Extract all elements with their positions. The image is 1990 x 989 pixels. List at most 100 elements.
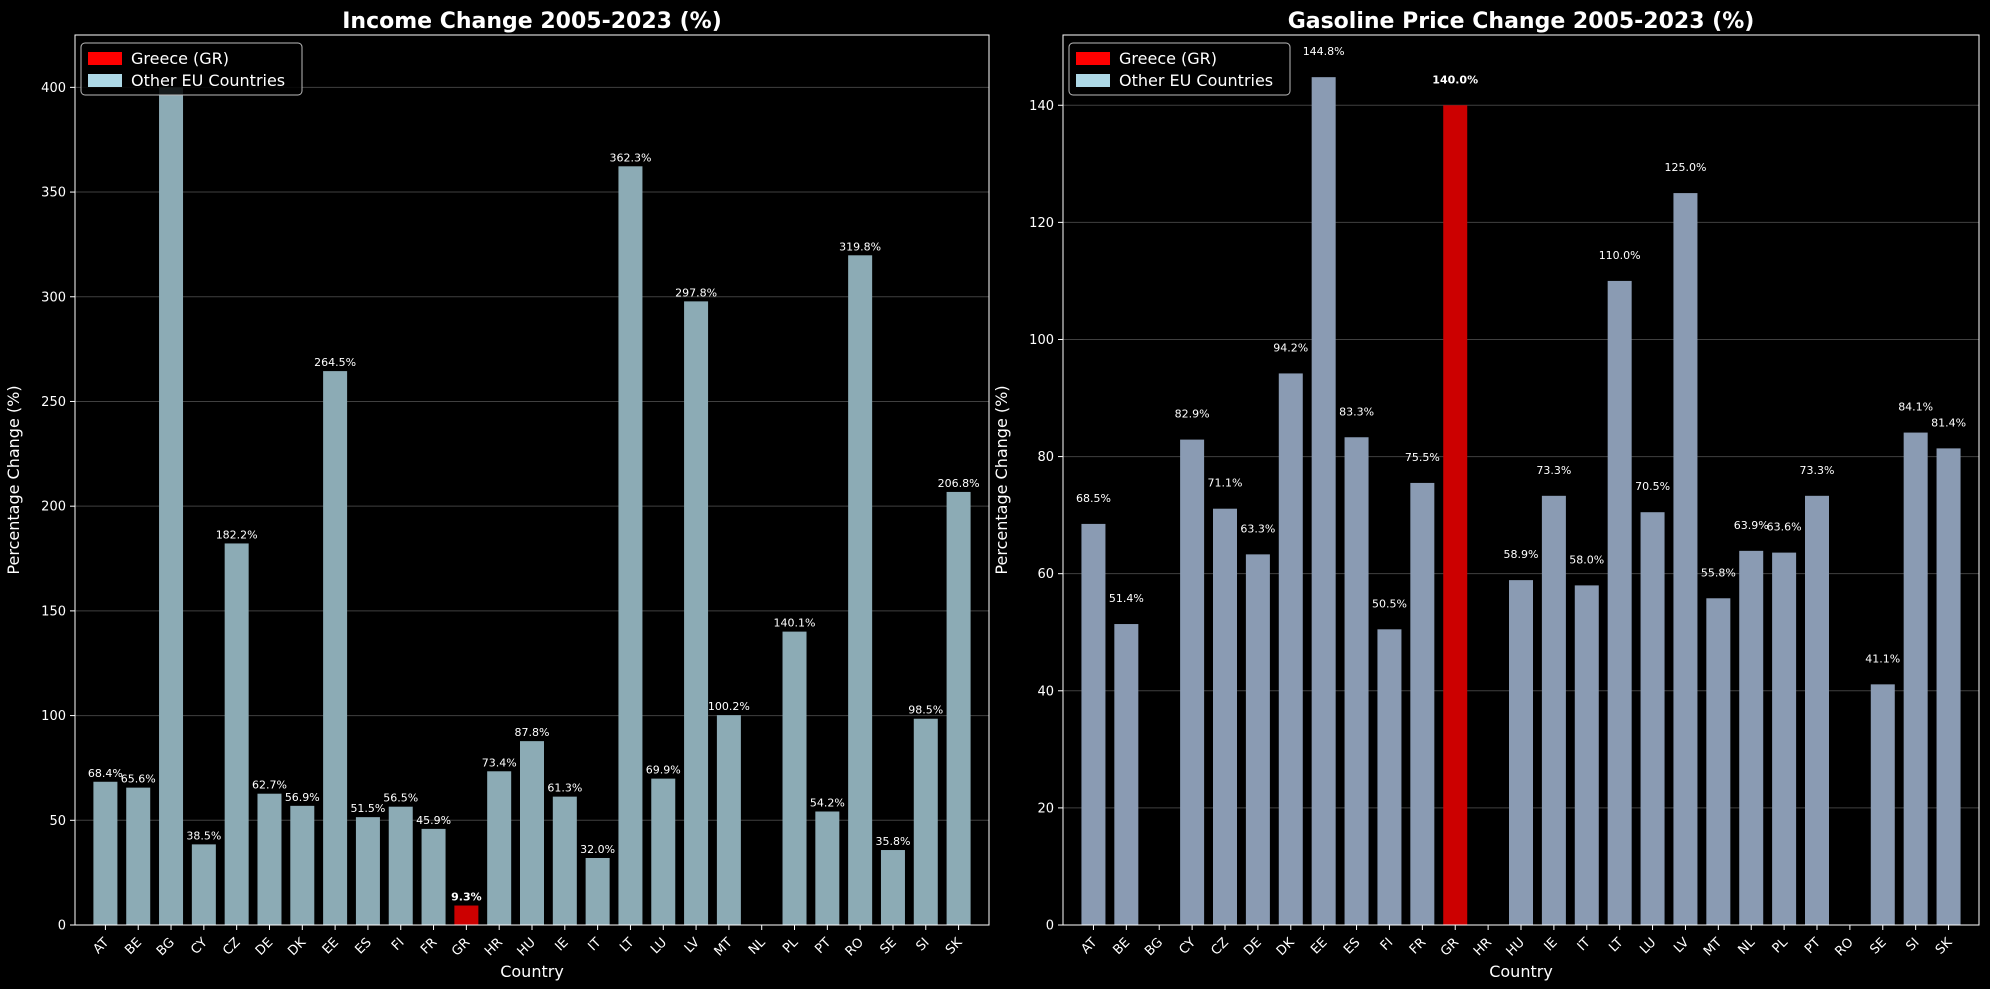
gasoline-bar-ee	[1311, 77, 1336, 925]
income-x-tick-label-sk: SK	[943, 935, 966, 958]
income-legend-label: Greece (GR)	[131, 49, 229, 68]
gasoline-x-tick-label-nl: NL	[1735, 935, 1758, 958]
gasoline-y-tick-label: 120	[1029, 216, 1054, 231]
income-bar-ie	[552, 796, 577, 925]
gasoline-y-tick-label: 0	[1046, 919, 1054, 934]
income-data-label-mt: 100.2%	[708, 700, 750, 713]
income-data-label-it: 32.0%	[580, 843, 615, 856]
income-data-label-cz: 182.2%	[216, 528, 258, 541]
income-x-tick-label-nl: NL	[746, 935, 769, 958]
income-data-label-pl: 140.1%	[774, 617, 816, 630]
income-bar-dk	[290, 805, 315, 925]
gasoline-x-tick-label-at: AT	[1078, 935, 1100, 957]
gasoline-chart: 0 20 40 60 80 100 120 140 68.5% AT 51.4% BE BG 82.9% C…	[992, 9, 1980, 981]
gasoline-x-tick-label-es: ES	[1341, 935, 1363, 957]
income-data-label-fi: 56.5%	[383, 792, 418, 805]
income-bar-cz	[224, 543, 249, 925]
gasoline-data-label-pt: 73.3%	[1800, 464, 1835, 477]
gasoline-x-tick-label-bg: BG	[1142, 935, 1166, 959]
income-data-label-ie: 61.3%	[547, 782, 582, 795]
gasoline-legend: Greece (GR) Other EU Countries	[1068, 42, 1291, 96]
gasoline-bar-lv	[1673, 193, 1698, 925]
gasoline-bar-pt	[1805, 495, 1829, 925]
gasoline-x-tick-label-pt: PT	[1802, 935, 1824, 957]
gasoline-x-tick-label-cz: CZ	[1209, 935, 1232, 958]
gasoline-x-tick-label-lv: LV	[1671, 935, 1692, 956]
income-data-label-at: 68.4%	[88, 767, 123, 780]
gasoline-legend-swatch	[1076, 74, 1110, 87]
gasoline-x-tick-label-hr: HR	[1471, 935, 1495, 959]
income-chart: 0 50 100 150 200 250 300 350 400 68.4% AT 65.6% BE BG…	[4, 9, 990, 981]
income-bar-si	[913, 718, 938, 925]
income-x-tick-label-pl: PL	[780, 935, 802, 957]
income-y-tick-label: 0	[58, 919, 66, 934]
gasoline-data-label-hu: 58.9%	[1504, 548, 1539, 561]
income-data-label-ee: 264.5%	[314, 356, 356, 369]
income-axes-frame	[74, 34, 990, 926]
gasoline-bar-lu	[1640, 512, 1665, 925]
gasoline-bar-es	[1344, 437, 1369, 925]
gasoline-data-label-lv: 125.0%	[1664, 161, 1706, 174]
gasoline-data-label-sk: 81.4%	[1931, 416, 1966, 429]
income-y-tick-label: 400	[41, 81, 66, 96]
gasoline-bar-cy	[1180, 439, 1205, 925]
gasoline-y-tick-label: 60	[1037, 567, 1054, 582]
income-y-tick-label: 100	[41, 709, 66, 724]
income-bar-cy	[191, 844, 216, 925]
gasoline-bar-gr	[1443, 105, 1468, 925]
gasoline-data-label-it: 58.0%	[1569, 553, 1604, 566]
income-data-label-gr: 9.3%	[451, 891, 482, 904]
gasoline-data-label-dk: 94.2%	[1273, 341, 1308, 354]
gasoline-bar-sk	[1936, 448, 1961, 925]
income-legend-swatch	[88, 74, 122, 87]
income-bar-gr	[454, 905, 479, 925]
income-data-label-si: 98.5%	[908, 704, 943, 717]
income-bar-lu	[651, 778, 676, 925]
income-x-tick-label-lv: LV	[682, 935, 703, 956]
gasoline-data-label-be: 51.4%	[1109, 592, 1144, 605]
income-bar-be	[126, 787, 151, 925]
gasoline-x-tick-label-fi: FI	[1378, 935, 1397, 954]
gasoline-x-tick-label-de: DE	[1241, 935, 1265, 959]
income-x-tick-label-ee: EE	[320, 935, 342, 957]
income-bar-hu	[520, 741, 544, 925]
income-data-label-pt: 54.2%	[810, 796, 845, 809]
income-bar-pt	[815, 811, 840, 925]
gasoline-x-tick-label-sk: SK	[1933, 935, 1956, 958]
income-data-label-sk: 206.8%	[938, 477, 980, 490]
income-bar-hr	[487, 771, 512, 925]
gasoline-data-label-mt: 55.8%	[1701, 566, 1736, 579]
income-x-tick-label-ie: IE	[553, 935, 572, 954]
income-x-tick-label-gr: GR	[449, 935, 473, 959]
income-x-tick-label-bg: BG	[154, 935, 178, 959]
gasoline-x-tick-label-cy: CY	[1176, 935, 1199, 958]
gasoline-axes-frame	[1062, 34, 1980, 926]
income-bar-bg	[159, 87, 184, 925]
gasoline-data-label-fr: 75.5%	[1405, 451, 1440, 464]
gasoline-x-tick-label-ro: RO	[1832, 935, 1856, 959]
gasoline-x-tick-label-se: SE	[1867, 935, 1889, 957]
gasoline-data-label-pl: 63.6%	[1767, 521, 1802, 534]
income-y-tick-label: 50	[49, 814, 66, 829]
income-legend-swatch	[88, 52, 122, 65]
income-bar-es	[355, 817, 380, 925]
gasoline-bar-se	[1870, 684, 1895, 925]
gasoline-bar-fr	[1410, 482, 1435, 925]
income-data-label-es: 51.5%	[350, 802, 385, 815]
gasoline-bar-de	[1245, 554, 1270, 925]
income-data-label-dk: 56.9%	[285, 791, 320, 804]
income-x-tick-label-de: DE	[253, 935, 277, 959]
gasoline-legend-label: Greece (GR)	[1119, 49, 1217, 68]
income-x-tick-label-lt: LT	[617, 935, 637, 955]
gasoline-data-label-gr: 140.0%	[1432, 73, 1478, 86]
gasoline-data-label-cz: 71.1%	[1208, 477, 1243, 490]
income-x-tick-label-it: IT	[586, 935, 605, 954]
gasoline-x-tick-label-si: SI	[1903, 935, 1922, 954]
gasoline-x-tick-label-ie: IE	[1542, 935, 1561, 954]
gasoline-bar-it	[1574, 585, 1599, 925]
income-y-axis-label: Percentage Change (%)	[4, 385, 23, 574]
gasoline-data-label-es: 83.3%	[1339, 405, 1374, 418]
income-x-tick-label-ro: RO	[843, 935, 867, 959]
income-x-tick-label-cy: CY	[188, 935, 211, 958]
income-bar-ro	[848, 255, 873, 926]
